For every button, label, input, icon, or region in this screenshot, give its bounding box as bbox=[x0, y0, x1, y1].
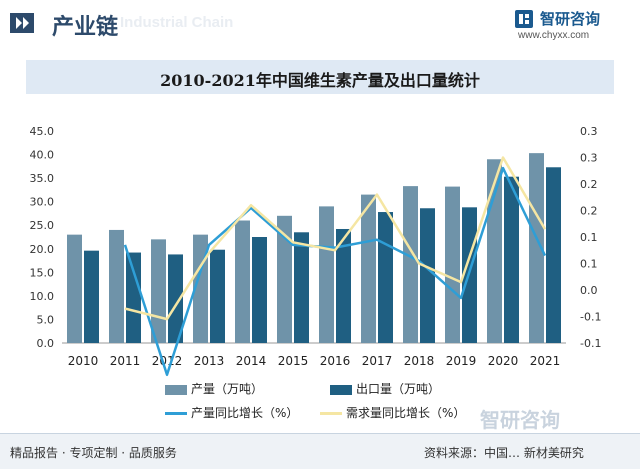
legend-line-demand-growth bbox=[320, 412, 342, 415]
x-tick-label: 2020 bbox=[488, 354, 519, 368]
line-production-growth bbox=[123, 166, 547, 377]
legend-item-production-growth: 产量同比增长（%） bbox=[165, 404, 298, 421]
bar-export bbox=[378, 212, 393, 343]
bar-production bbox=[529, 153, 544, 343]
bar-production bbox=[109, 229, 124, 343]
y-right-tick-label: 0.3 bbox=[580, 152, 598, 165]
y-right-tick-label: 0.1 bbox=[580, 258, 598, 271]
bar-production bbox=[319, 206, 334, 343]
bar-export bbox=[420, 208, 435, 343]
bar-production bbox=[403, 186, 418, 343]
header: Industrial Chain 产业链 智研咨询 www.chyxx.com bbox=[0, 0, 640, 46]
bar-production bbox=[361, 194, 376, 343]
watermark: 智研咨询 bbox=[480, 408, 560, 432]
x-tick-label: 2019 bbox=[446, 354, 477, 368]
legend-label-production: 产量（万吨） bbox=[191, 382, 264, 396]
line-demand-growth bbox=[124, 156, 547, 321]
legend-label-demand-growth: 需求量同比增长（%） bbox=[346, 406, 466, 420]
footer-source: 资料来源：中国… 新材美研究 bbox=[424, 446, 584, 460]
chevron-badge-icon bbox=[10, 13, 34, 33]
x-tick-label: 2017 bbox=[362, 354, 393, 368]
y-left-tick-label: 15.0 bbox=[30, 266, 55, 279]
bar-export bbox=[546, 167, 561, 343]
y-right-tick-label: 0.2 bbox=[580, 205, 598, 218]
bar-production bbox=[67, 234, 82, 343]
bar-export bbox=[336, 228, 351, 343]
x-tick-label: 2013 bbox=[194, 354, 225, 368]
logo-mark-icon bbox=[515, 10, 533, 28]
legend-item-export: 出口量（万吨） bbox=[330, 380, 440, 397]
logo-name: 智研咨询 bbox=[540, 10, 601, 28]
bar-export bbox=[126, 252, 141, 343]
y-left-tick-label: 0.0 bbox=[37, 337, 55, 350]
y-left-tick-label: 5.0 bbox=[37, 313, 55, 326]
y-right-tick-label: 0.0 bbox=[580, 284, 598, 297]
legend-swatch-export bbox=[330, 384, 352, 395]
bar-export bbox=[168, 254, 183, 343]
chart-title: 2010-2021年中国维生素产量及出口量统计 bbox=[160, 71, 480, 90]
logo-url: www.chyxx.com bbox=[518, 30, 590, 41]
legend-item-production: 产量（万吨） bbox=[165, 380, 263, 397]
x-tick-label: 2021 bbox=[530, 354, 561, 368]
chart-title-bar: 2010-2021年中国维生素产量及出口量统计 bbox=[26, 60, 614, 94]
legend-line-production-growth bbox=[165, 412, 187, 415]
x-tick-label: 2012 bbox=[152, 354, 183, 368]
header-english-subtitle: Industrial Chain bbox=[120, 14, 234, 31]
legend-label-production-growth: 产量同比增长（%） bbox=[191, 406, 299, 420]
y-left-tick-label: 35.0 bbox=[30, 172, 55, 185]
y-right-tick-label: 0.1 bbox=[580, 231, 598, 244]
bar-production bbox=[151, 239, 166, 343]
legend-item-demand-growth: 需求量同比增长（%） bbox=[320, 404, 465, 421]
y-left-tick-label: 45.0 bbox=[30, 125, 55, 138]
x-tick-label: 2014 bbox=[236, 354, 267, 368]
x-tick-label: 2011 bbox=[110, 354, 141, 368]
bar-production bbox=[487, 159, 502, 343]
bar-production bbox=[277, 215, 292, 343]
logo: 智研咨询 www.chyxx.com bbox=[514, 8, 626, 42]
bar-export bbox=[294, 232, 309, 343]
y-left-tick-label: 10.0 bbox=[30, 290, 55, 303]
y-right-tick-label: -0.1 bbox=[580, 337, 601, 350]
x-tick-label: 2016 bbox=[320, 354, 351, 368]
y-left-tick-label: 25.0 bbox=[30, 219, 55, 232]
bar-export bbox=[84, 250, 99, 343]
bar-export bbox=[252, 237, 267, 343]
header-title: 产业链 bbox=[52, 15, 119, 40]
legend-swatch-production bbox=[165, 384, 187, 395]
y-left-tick-label: 40.0 bbox=[30, 149, 55, 162]
y-left-tick-label: 30.0 bbox=[30, 196, 55, 209]
footer-tagline: 精品报告 · 专项定制 · 品质服务 bbox=[10, 446, 177, 460]
bar-export bbox=[210, 249, 225, 343]
y-right-tick-label: 0.3 bbox=[580, 125, 598, 138]
y-right-tick-label: -0.1 bbox=[580, 311, 601, 324]
footer: 精品报告 · 专项定制 · 品质服务 资料来源：中国… 新材美研究 bbox=[0, 434, 640, 469]
x-tick-label: 2015 bbox=[278, 354, 309, 368]
y-right-tick-label: 0.2 bbox=[580, 178, 598, 191]
y-left-tick-label: 20.0 bbox=[30, 243, 55, 256]
legend-label-export: 出口量（万吨） bbox=[356, 382, 441, 396]
bar-export bbox=[504, 176, 519, 343]
bar-production bbox=[445, 186, 460, 343]
x-tick-label: 2018 bbox=[404, 354, 435, 368]
bar-production bbox=[235, 220, 250, 343]
x-tick-label: 2010 bbox=[68, 354, 99, 368]
